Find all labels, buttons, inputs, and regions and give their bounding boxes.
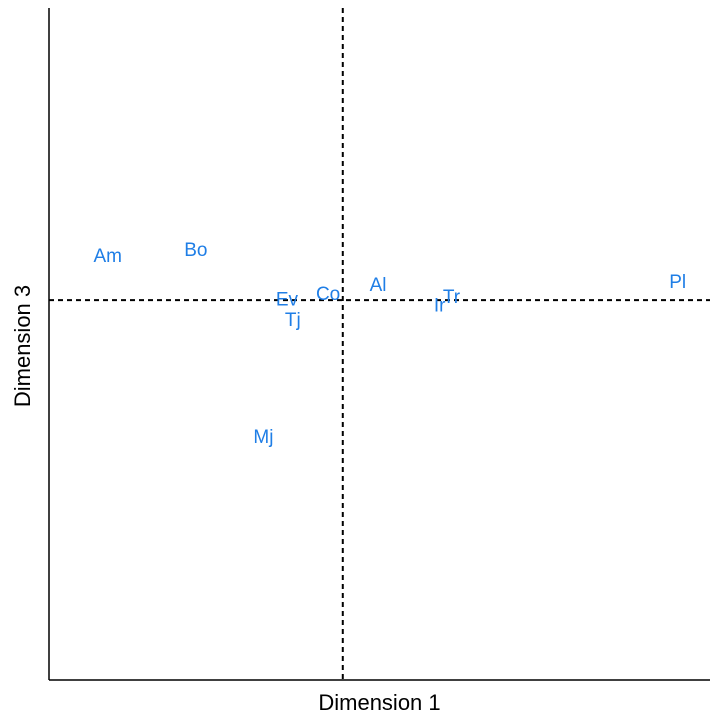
point-label: Bo <box>184 240 207 261</box>
point-label: Am <box>94 246 123 267</box>
point-label: Al <box>370 275 387 296</box>
point-label: Co <box>316 284 340 305</box>
point-label: Tj <box>285 310 301 331</box>
point-label: Mj <box>253 427 273 448</box>
point-label: Ev <box>276 290 299 311</box>
point-label: Pl <box>669 272 686 293</box>
point-label: Ir <box>434 296 446 317</box>
x-axis-title: Dimension 1 <box>318 690 440 715</box>
y-axis-title: Dimension 3 <box>10 285 35 407</box>
point-label: Tr <box>443 287 461 308</box>
